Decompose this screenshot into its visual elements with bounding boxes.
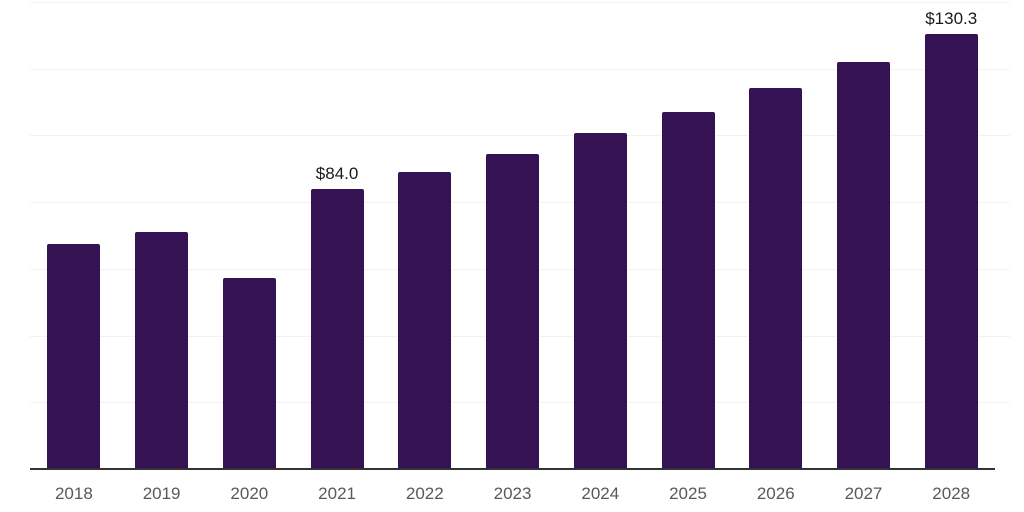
x-axis-line [30,468,995,470]
bar-value-label-2021: $84.0 [315,163,359,183]
bar-2020[interactable] [222,277,276,469]
bar-slot-2025 [644,2,732,469]
bar-2022[interactable] [398,172,452,469]
gridline-120 [30,68,1010,70]
bar-slot-2023 [469,2,557,469]
x-tick-label-2023: 2023 [493,484,532,503]
gridline-140 [30,2,1010,3]
bar-2019[interactable] [135,231,189,469]
x-tick-label-2024: 2024 [581,484,620,503]
x-axis-labels: 2018 2019 2020 2021 2022 2023 2024 2025 2026 2027… [30,484,995,504]
gridline-100 [30,135,1010,137]
x-tick-label-2026: 2026 [756,484,795,503]
bar-2018[interactable] [47,244,101,469]
bar-slot-2024 [556,2,644,469]
bar-2023[interactable] [486,154,540,469]
bar-2021[interactable] [310,188,364,469]
x-tick-label-2028: 2028 [932,484,971,503]
bar-slot-2022 [381,2,469,469]
bars-container: $84.0 $130.3 [30,2,995,469]
bar-slot-2027 [820,2,908,469]
bar-2026[interactable] [749,88,803,469]
bar-2028[interactable] [924,34,978,469]
bar-slot-2021: $84.0 [293,2,381,469]
bar-slot-2028: $130.3 [907,2,995,469]
bar-2024[interactable] [573,133,627,469]
bar-2025[interactable] [661,112,715,469]
bar-slot-2020 [205,2,293,469]
x-tick-label-2025: 2025 [669,484,707,503]
x-tick-label-2022: 2022 [405,484,444,503]
bar-value-label-2028: $130.3 [925,9,978,29]
bar-2027[interactable] [836,62,890,469]
bar-slot-2019 [118,2,206,469]
x-tick-label-2027: 2027 [844,484,883,503]
bar-slot-2026 [732,2,820,469]
x-tick-label-2019: 2019 [142,484,181,503]
x-tick-label-2018: 2018 [54,484,93,503]
x-tick-label-2021: 2021 [318,484,356,503]
bar-slot-2018 [30,2,118,469]
x-tick-label-2020: 2020 [230,484,269,503]
